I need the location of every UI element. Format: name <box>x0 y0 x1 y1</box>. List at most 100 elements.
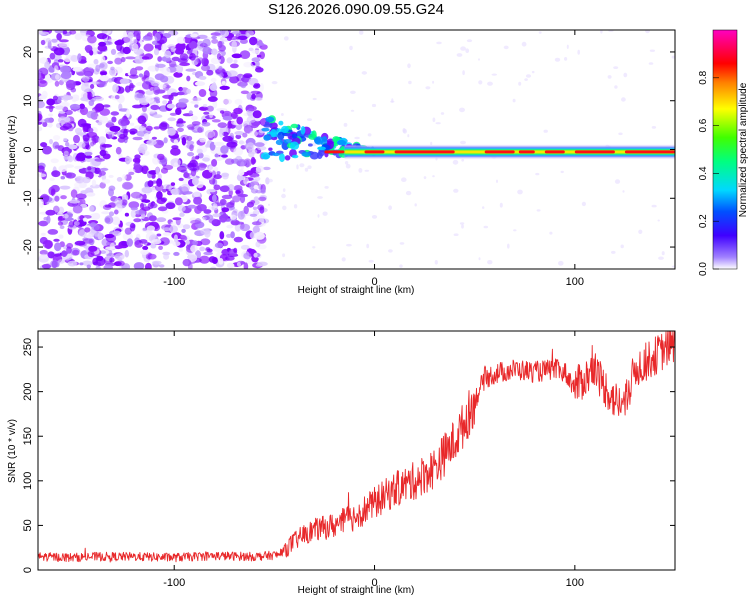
spectrogram-noise-blob <box>68 220 75 228</box>
spectrogram-noise-blob <box>96 33 108 40</box>
spectrogram-noise-blob <box>246 116 257 123</box>
spectrogram-transition-blob <box>268 147 273 151</box>
spectrogram-noise-blob <box>114 40 122 46</box>
spectrogram-noise-blob <box>102 104 111 108</box>
spectrogram-noise-blob <box>196 162 207 171</box>
spectrogram-noise-blob <box>232 195 241 203</box>
spectrogram-noise-blob <box>107 78 114 83</box>
spectrogram-noise-blob <box>65 172 76 179</box>
spectrogram-noise-blob <box>137 115 147 125</box>
spectrogram-noise-blob <box>209 112 214 118</box>
spectrogram-noise-blob <box>118 118 129 127</box>
spectrogram-faint-dot <box>623 72 628 78</box>
spectrogram-noise-blob <box>255 45 260 49</box>
spectrogram-noise-blob <box>191 121 201 126</box>
spectrogram-faint-dot <box>531 70 535 74</box>
spectrogram-noise-blob <box>140 202 144 210</box>
spectrogram-noise-blob <box>121 199 128 206</box>
spectrogram-noise-blob <box>66 242 74 249</box>
spectrogram-noise-blob <box>177 234 187 240</box>
spectrogram-noise-blob <box>51 170 61 178</box>
spectrogram-noise-blob <box>61 102 69 108</box>
spectrogram-noise-blob <box>162 184 173 190</box>
spectrogram-noise-blob <box>107 120 113 125</box>
spectrogram-noise-blob <box>101 178 111 184</box>
spectrogram-faint-dot <box>671 55 675 59</box>
spectrogram-faint-dot <box>432 175 435 178</box>
colorbar-frame <box>712 29 738 270</box>
spectrogram-faint-dot <box>658 256 664 260</box>
spectrogram-noise-blob <box>177 205 186 212</box>
spectrogram-faint-dot <box>312 142 317 147</box>
spectrogram-noise-blob <box>155 100 161 104</box>
spectrogram-noise-blob <box>63 137 68 142</box>
spectrogram-noise-blob <box>250 156 256 165</box>
spectrogram-noise-blob <box>213 203 218 208</box>
spectrogram-noise-blob <box>229 75 240 84</box>
spectrogram-noise-blob <box>100 71 107 76</box>
spectrogram-noise-blob <box>63 116 71 123</box>
snr-y-tick-label: 100 <box>22 472 34 490</box>
spectrogram-noise-blob <box>249 231 256 239</box>
spectrogram-noise-blob <box>121 181 133 190</box>
spectrogram-noise-blob <box>41 232 46 236</box>
spectrogram-noise-blob <box>114 209 119 215</box>
spectrogram-noise-blob <box>226 262 235 269</box>
spectrogram-faint-dot <box>435 122 441 125</box>
spectrogram-noise-blob <box>59 225 65 230</box>
colorbar-tick-label: 0.6 <box>698 118 709 132</box>
snr-ticks: -100 0 100 0 50 100 150 200 250 <box>22 331 675 589</box>
spectrogram-noise-blob <box>135 93 146 99</box>
spectrogram-faint-dot <box>657 219 660 222</box>
spectrogram-faint-dot <box>324 186 329 189</box>
spectrogram-noise-blob <box>55 105 64 110</box>
spectrogram-noise-blob <box>225 255 235 261</box>
spectrogram-noise-blob <box>177 42 186 47</box>
spectrogram-noise-blob <box>234 131 244 136</box>
spectrogram-y-tick-label: -10 <box>22 190 34 206</box>
spectrogram-transition-blob <box>290 123 299 129</box>
spectrogram-noise-blob <box>153 126 161 130</box>
spectrogram-noise-blob <box>139 239 148 244</box>
spectrogram-noise-blob <box>157 153 165 161</box>
spectrogram-tone-peak <box>518 150 535 154</box>
spectrogram-noise-blob <box>262 166 271 171</box>
spectrogram-noise-blob <box>141 199 151 204</box>
spectrogram-noise-blob <box>193 196 203 205</box>
spectrogram-faint-dot <box>368 259 374 263</box>
spectrogram-transition-blob <box>261 127 270 132</box>
spectrogram-noise-blob <box>49 52 56 60</box>
spectrogram-faint-dot <box>620 244 624 249</box>
spectrogram-noise-blob <box>254 117 261 122</box>
spectrogram-noise-blob <box>215 68 226 75</box>
spectrogram-tone-peak <box>574 150 615 154</box>
spectrogram-noise-blob <box>69 199 81 204</box>
spectrogram-noise-blob <box>260 188 266 194</box>
spectrogram-noise-blob <box>165 202 176 210</box>
spectrogram-noise-blob <box>187 253 198 262</box>
spectrogram-noise-blob <box>252 110 262 119</box>
spectrogram-noise-blob <box>72 249 80 256</box>
spectrogram-noise-blob <box>168 60 177 68</box>
spectrogram-noise-blob <box>154 32 161 42</box>
spectrogram-noise-blob <box>243 205 249 215</box>
spectrogram-noise-blob <box>168 100 173 105</box>
spectrogram-noise-blob <box>38 70 42 80</box>
spectrogram-noise-blob <box>231 40 237 49</box>
spectrogram-noise-blob <box>242 132 248 138</box>
spectrogram-noise-blob <box>128 201 140 209</box>
spectrogram-noise-blob <box>99 167 109 171</box>
spectrogram-noise-blob <box>216 53 222 60</box>
spectrogram-noise-blob <box>53 65 59 74</box>
spectrogram-transition-blob <box>278 120 284 126</box>
spectrogram-noise-blob <box>219 72 224 78</box>
spectrogram-faint-dot <box>507 243 510 249</box>
spectrogram-noise-blob <box>75 193 87 200</box>
spectrogram-noise-blob <box>173 251 180 256</box>
spectrogram-x-axis-label: Height of straight line (km) <box>298 285 415 296</box>
spectrogram-noise-blob <box>95 265 101 269</box>
spectrogram-noise-blob <box>240 39 248 44</box>
spectrogram-transition-blob <box>337 139 347 146</box>
spectrogram-faint-dot <box>307 118 312 121</box>
spectrogram-noise-blob <box>209 83 218 91</box>
